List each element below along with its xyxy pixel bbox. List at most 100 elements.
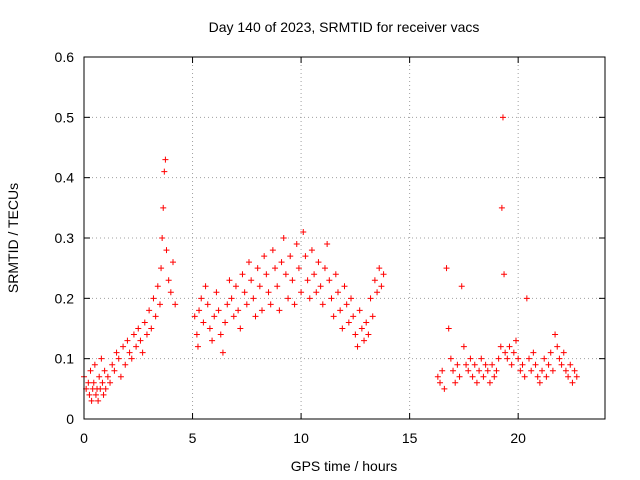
data-point <box>256 283 263 290</box>
data-point <box>328 295 335 302</box>
data-point <box>317 283 324 290</box>
data-point <box>308 247 315 254</box>
data-point <box>237 325 244 332</box>
data-point <box>491 373 498 380</box>
data-point <box>367 295 374 302</box>
data-point <box>334 289 341 296</box>
x-tick-label: 5 <box>189 430 197 446</box>
data-point <box>528 367 535 374</box>
data-point <box>302 253 309 260</box>
data-point <box>369 313 376 320</box>
data-point <box>209 337 216 344</box>
data-point <box>193 331 200 338</box>
y-tick-label: 0.5 <box>55 109 75 125</box>
data-point <box>135 325 142 332</box>
data-point <box>213 289 220 296</box>
data-point <box>463 361 470 368</box>
data-point <box>115 355 122 362</box>
data-point <box>447 355 454 362</box>
data-point <box>434 373 441 380</box>
data-point <box>150 295 157 302</box>
data-point <box>261 253 268 260</box>
data-point <box>272 265 279 272</box>
data-point <box>148 325 155 332</box>
data-point <box>497 343 504 350</box>
data-point <box>217 331 224 338</box>
data-point <box>224 301 231 308</box>
data-point <box>291 301 298 308</box>
data-point <box>200 319 207 326</box>
data-point <box>319 301 326 308</box>
data-point <box>352 331 359 338</box>
data-point <box>117 373 124 380</box>
data-point <box>482 361 489 368</box>
data-point <box>519 361 526 368</box>
data-point <box>530 349 537 356</box>
data-point <box>498 204 505 211</box>
data-point <box>536 379 543 386</box>
data-point <box>523 295 530 302</box>
data-point <box>304 277 311 284</box>
data-point <box>250 295 257 302</box>
data-point <box>358 325 365 332</box>
data-point <box>124 337 131 344</box>
data-point <box>101 367 108 374</box>
data-point <box>356 307 363 314</box>
data-point <box>90 379 97 386</box>
data-point <box>282 271 289 278</box>
data-point <box>541 355 548 362</box>
data-point <box>350 313 357 320</box>
data-point <box>86 391 93 398</box>
data-point <box>573 373 580 380</box>
data-point <box>95 397 102 404</box>
data-point <box>191 313 198 320</box>
data-point <box>143 331 150 338</box>
data-point <box>543 373 550 380</box>
data-point <box>499 114 506 121</box>
data-point <box>248 277 255 284</box>
data-point <box>165 277 172 284</box>
x-axis-label: GPS time / hours <box>291 458 398 474</box>
data-point <box>111 367 118 374</box>
data-point <box>167 289 174 296</box>
data-point <box>243 301 250 308</box>
data-point <box>158 265 165 272</box>
x-tick-label: 10 <box>293 430 309 446</box>
data-point <box>363 319 370 326</box>
data-point <box>313 289 320 296</box>
data-point <box>341 283 348 290</box>
data-point <box>120 343 127 350</box>
data-point <box>215 307 222 314</box>
y-tick-label: 0.1 <box>55 351 75 367</box>
y-tick-label: 0.4 <box>55 170 75 186</box>
data-point <box>298 289 305 296</box>
data-point <box>222 319 229 326</box>
data-point <box>239 271 246 278</box>
data-point <box>245 259 252 266</box>
data-point <box>226 277 233 284</box>
data-point <box>146 307 153 314</box>
data-point <box>467 355 474 362</box>
data-point <box>130 331 137 338</box>
data-point <box>126 349 133 356</box>
data-point <box>348 295 355 302</box>
y-tick-label: 0.2 <box>55 290 75 306</box>
data-point <box>267 301 274 308</box>
data-point <box>241 289 248 296</box>
chart-title: Day 140 of 2023, SRMTID for receiver vac… <box>209 19 480 35</box>
data-point <box>469 373 476 380</box>
data-point <box>295 265 302 272</box>
data-point <box>109 361 116 368</box>
data-point <box>380 271 387 278</box>
y-tick-label: 0.3 <box>55 230 75 246</box>
data-point <box>473 379 480 386</box>
data-point <box>306 295 313 302</box>
data-point <box>510 349 517 356</box>
data-point <box>437 379 444 386</box>
data-marks <box>81 114 580 404</box>
data-point <box>160 204 167 211</box>
data-point <box>170 259 177 266</box>
data-point <box>515 355 522 362</box>
data-point <box>534 373 541 380</box>
